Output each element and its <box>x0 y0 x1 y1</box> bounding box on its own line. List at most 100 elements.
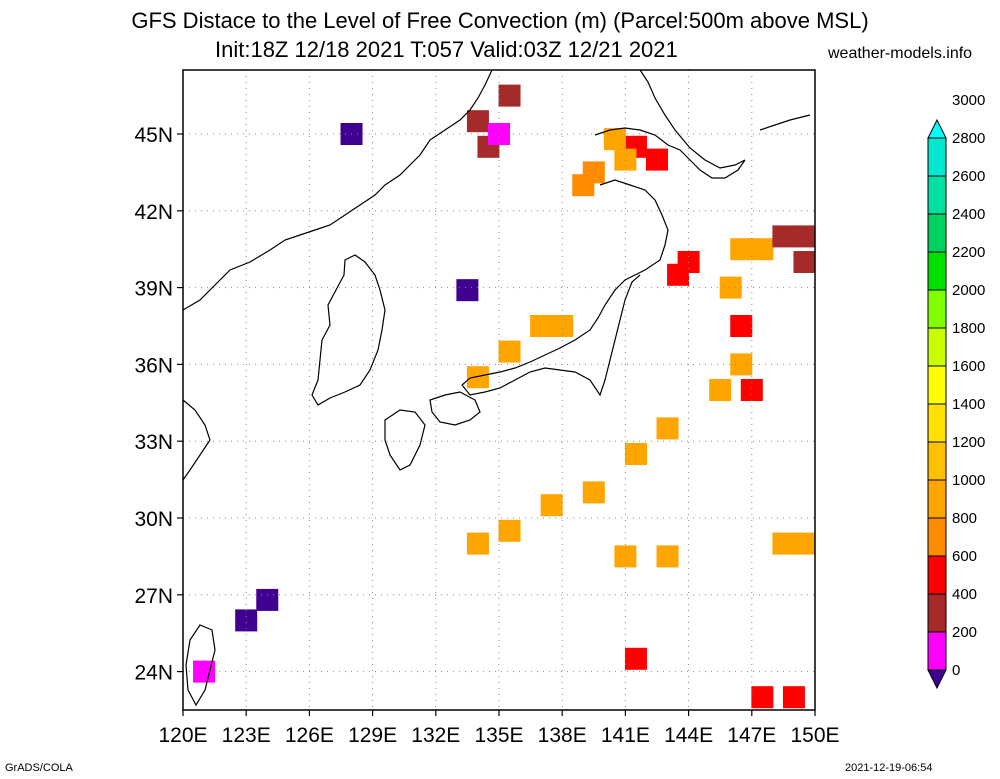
colorbar-segment <box>927 327 947 367</box>
lat-tick-label: 39N <box>134 278 173 301</box>
hokkaido-coast <box>594 69 746 179</box>
lon-tick-label: 129E <box>348 724 397 747</box>
colorbar-label: 1200 <box>952 434 985 451</box>
colorbar-max-arrow <box>927 118 947 139</box>
lon-tick-label: 123E <box>222 724 271 747</box>
lfc-field <box>193 84 816 709</box>
kyushu-coast <box>384 409 426 471</box>
field-cell <box>793 532 816 555</box>
field-cell <box>793 225 816 248</box>
field-cell <box>551 315 574 337</box>
colorbar-label: 2600 <box>952 168 985 185</box>
field-cell <box>193 660 216 683</box>
colorbar-label: 2200 <box>952 244 985 261</box>
field-cell <box>456 279 479 302</box>
colorbar-segment <box>927 137 947 177</box>
field-cell <box>466 110 489 133</box>
field-cell <box>624 443 647 465</box>
field-cell <box>540 494 563 517</box>
china-coast <box>182 399 211 481</box>
colorbar-label: 400 <box>952 586 977 603</box>
lon-tick-label: 144E <box>664 724 713 747</box>
colorbar-segment <box>927 517 947 557</box>
field-cell <box>498 84 521 107</box>
colorbar-label: 800 <box>952 510 977 527</box>
lon-tick-label: 141E <box>601 724 650 747</box>
field-cell <box>782 686 805 709</box>
map-title: GFS Distace to the Level of Free Convect… <box>131 8 869 33</box>
shikoku-coast <box>429 391 481 426</box>
field-cell <box>235 609 258 632</box>
lon-labels: 120E 123E 126E 129E 132E 135E 138E 141E 144E 147E… <box>158 710 840 747</box>
colorbar-segment <box>927 289 947 329</box>
field-cell <box>624 647 647 670</box>
field-cell <box>772 532 795 555</box>
field-cell <box>730 238 753 261</box>
field-cell <box>646 148 668 171</box>
field-cell <box>772 225 795 248</box>
lon-tick-label: 150E <box>790 724 839 747</box>
coastlines <box>182 69 811 707</box>
colorbar-label: 200 <box>952 624 977 641</box>
field-cell <box>751 686 774 709</box>
field-cell <box>498 340 521 363</box>
colorbar-label: 2000 <box>952 282 985 299</box>
lat-tick-label: 24N <box>134 662 173 685</box>
site-credit: weather-models.info <box>828 45 973 62</box>
mainland-coast <box>182 69 493 311</box>
colorbar-segment <box>927 479 947 519</box>
colorbar-label: 1400 <box>952 396 985 413</box>
lon-tick-label: 126E <box>285 724 334 747</box>
lat-tick-label: 42N <box>134 201 173 224</box>
lon-tick-label: 147E <box>727 724 776 747</box>
colorbar-label: 0 <box>952 662 960 679</box>
lat-tick-label: 30N <box>134 508 173 531</box>
colorbar-min-arrow <box>927 669 947 690</box>
colorbar: 0 200 400 600 800 1000 1200 1400 1600 1800 2000 220… <box>927 92 985 690</box>
colorbar-segment <box>927 631 947 671</box>
field-cell <box>614 148 637 171</box>
field-cell <box>466 532 489 555</box>
lat-tick-label: 36N <box>134 354 173 377</box>
field-cell <box>530 315 553 337</box>
korea-coast <box>311 254 386 406</box>
field-cell <box>466 366 489 389</box>
field-cell <box>498 519 521 542</box>
lat-labels: 45N 42N 39N 36N 33N 30N 27N 24N <box>134 124 183 685</box>
colorbar-label: 1000 <box>952 472 985 489</box>
lon-tick-label: 132E <box>411 724 460 747</box>
lat-tick-label: 45N <box>134 124 173 147</box>
colorbar-label: 2800 <box>952 130 985 147</box>
field-cell <box>656 545 679 568</box>
lon-tick-label: 120E <box>158 724 207 747</box>
colorbar-segment <box>927 441 947 481</box>
colorbar-segment <box>927 365 947 405</box>
lon-tick-label: 138E <box>538 724 587 747</box>
field-cell <box>709 379 732 401</box>
honshu-coast <box>461 179 669 397</box>
colorbar-segment <box>927 555 947 595</box>
field-cell <box>730 315 753 337</box>
footer-left: GrADS/COLA <box>5 762 73 774</box>
field-cell <box>719 276 742 299</box>
colorbar-label: 600 <box>952 548 977 565</box>
field-cell <box>256 588 279 611</box>
field-cell <box>793 251 816 273</box>
lon-tick-label: 135E <box>474 724 523 747</box>
field-cell <box>488 123 510 145</box>
field-cell <box>751 238 774 261</box>
colorbar-label: 1800 <box>952 320 985 337</box>
kuril-coast <box>759 114 811 131</box>
footer-right: 2021-12-19-06:54 <box>845 762 933 774</box>
taiwan-coast <box>185 624 216 707</box>
field-cell <box>656 417 679 440</box>
field-cell <box>572 174 595 197</box>
field-cell <box>740 379 763 401</box>
field-cell <box>582 481 605 504</box>
init-valid-text: Init:18Z 12/18 2021 T:057 Valid:03Z 12/2… <box>215 37 678 62</box>
colorbar-segment <box>927 175 947 215</box>
colorbar-label: 3000 <box>952 92 985 109</box>
colorbar-segment <box>927 213 947 253</box>
lat-tick-label: 33N <box>134 431 173 454</box>
